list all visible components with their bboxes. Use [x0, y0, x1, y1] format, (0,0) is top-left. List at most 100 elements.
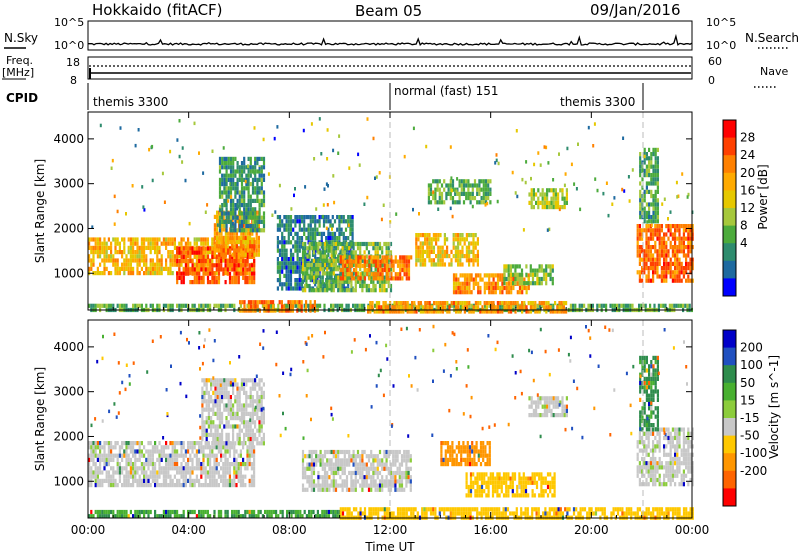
- heatmap-cell: [151, 445, 154, 450]
- heatmap-cell: [476, 191, 479, 196]
- heatmap-cell: [227, 395, 230, 400]
- heatmap-cell: [99, 441, 102, 446]
- heatmap-cell: [217, 275, 221, 280]
- heatmap-cell: [325, 219, 328, 224]
- heatmap-cell: [682, 270, 685, 275]
- heatmap-cell: [529, 268, 532, 273]
- heatmap-cell: [156, 258, 159, 263]
- heatmap-cell: [156, 271, 159, 276]
- heatmap-cell: [654, 198, 657, 203]
- heatmap-cell: [145, 449, 148, 454]
- heatmap-cell: [310, 288, 313, 293]
- heatmap-cell: [227, 165, 230, 170]
- heatmap-cell: [242, 483, 245, 488]
- heatmap-cell: [90, 470, 93, 475]
- heatmap-cell: [643, 210, 646, 215]
- heatmap-cell: [650, 156, 653, 161]
- heatmap-cell: [162, 449, 165, 454]
- heatmap-cell: [238, 214, 241, 219]
- heatmap-cell: [281, 240, 284, 245]
- heatmap-cell: [198, 254, 201, 259]
- heatmap-cell: [689, 257, 692, 262]
- heatmap-cell: [116, 258, 119, 263]
- heatmap-cell: [195, 237, 198, 242]
- heatmap-cell: [215, 462, 218, 467]
- heatmap-cell: [647, 240, 650, 245]
- heatmap-cell: [487, 191, 490, 196]
- heatmap-cell: [216, 424, 219, 429]
- heatmap-cell: [236, 177, 239, 182]
- heatmap-cell: [258, 203, 261, 208]
- heatmap-cell: [545, 145, 548, 150]
- heatmap-cell: [232, 186, 235, 191]
- heatmap-cell: [396, 259, 400, 264]
- heatmap-cell: [210, 399, 213, 404]
- heatmap-cell: [453, 303, 456, 308]
- heatmap-cell: [233, 478, 236, 483]
- heatmap-cell: [647, 278, 650, 283]
- heatmap-cell: [495, 153, 498, 157]
- heatmap-cell: [538, 309, 541, 314]
- heatmap-cell: [227, 403, 230, 408]
- heatmap-cell: [676, 257, 679, 262]
- heatmap-cell: [258, 169, 261, 174]
- heatmap-cell: [227, 437, 230, 442]
- heatmap-cell: [485, 285, 489, 291]
- colorbar-swatch: [723, 260, 736, 279]
- heatmap-cell: [215, 453, 218, 458]
- heatmap-cell: [206, 457, 209, 462]
- heatmap-cell: [107, 478, 110, 483]
- heatmap-cell: [132, 474, 135, 479]
- heatmap-cell: [569, 303, 572, 308]
- heatmap-cell: [674, 249, 677, 254]
- heatmap-cell: [639, 160, 642, 165]
- heatmap-cell: [201, 390, 204, 395]
- heatmap-cell: [314, 219, 317, 224]
- heatmap-cell: [357, 276, 360, 281]
- heatmap-cell: [330, 246, 333, 251]
- heatmap-cell: [381, 267, 384, 273]
- heatmap-cell: [99, 457, 102, 462]
- heatmap-cell: [669, 257, 672, 262]
- heatmap-cell: [312, 262, 316, 268]
- heatmap-cell: [396, 272, 400, 277]
- heatmap-cell: [204, 453, 207, 458]
- heatmap-cell: [112, 237, 115, 242]
- heatmap-cell: [325, 226, 328, 231]
- heatmap-cell: [389, 309, 392, 314]
- heatmap-cell: [251, 169, 255, 174]
- heatmap-cell: [238, 194, 241, 199]
- heatmap-cell: [516, 194, 519, 199]
- heatmap-cell: [372, 288, 375, 293]
- heatmap-cell: [156, 241, 159, 246]
- heatmap-cell: [167, 483, 170, 488]
- heatmap-cell: [378, 288, 382, 293]
- heatmap-cell: [96, 441, 99, 446]
- heatmap-cell: [320, 236, 323, 241]
- heatmap-cell: [310, 241, 313, 247]
- heatmap-cell: [256, 177, 259, 182]
- heatmap-cell: [283, 236, 286, 241]
- heatmap-cell: [200, 246, 203, 251]
- heatmap-cell: [289, 240, 293, 245]
- heatmap-cell: [337, 254, 340, 259]
- heatmap-cell: [387, 279, 390, 284]
- heatmap-cell: [381, 276, 384, 281]
- heatmap-cell: [225, 424, 228, 429]
- heatmap-cell: [450, 258, 453, 263]
- heatmap-cell: [125, 474, 128, 479]
- heatmap-cell: [156, 254, 159, 259]
- heatmap-cell: [99, 470, 102, 475]
- heatmap-cell: [262, 177, 266, 182]
- heatmap-cell: [151, 449, 154, 454]
- heatmap-cell: [149, 245, 152, 250]
- heatmap-cell: [116, 466, 119, 471]
- heatmap-cell: [372, 241, 375, 247]
- heatmap-cell: [554, 188, 557, 193]
- heatmap-cell: [225, 403, 228, 408]
- heatmap-cell: [468, 285, 471, 291]
- heatmap-cell: [428, 254, 431, 259]
- heatmap-cell: [221, 386, 224, 391]
- heatmap-cell: [169, 262, 172, 267]
- heatmap-cell: [330, 262, 333, 268]
